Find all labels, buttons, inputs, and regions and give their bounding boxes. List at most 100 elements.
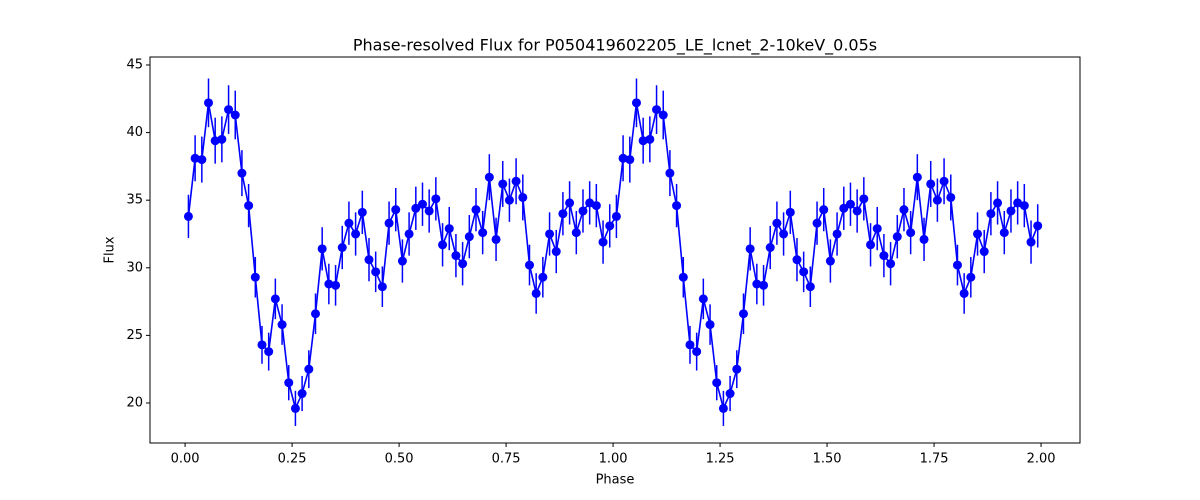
data-point: [678, 272, 688, 282]
data-point: [310, 309, 320, 319]
y-tick-label: 25: [126, 328, 143, 343]
data-point: [698, 294, 708, 304]
data-point: [304, 364, 314, 374]
data-point: [257, 340, 267, 350]
data-point: [183, 211, 193, 221]
data-point: [993, 198, 1003, 208]
data-point: [351, 229, 361, 239]
data-point: [371, 267, 381, 277]
data-point: [886, 259, 896, 269]
data-point: [966, 272, 976, 282]
data-point: [631, 98, 641, 108]
data-point: [377, 282, 387, 292]
data-point: [438, 240, 448, 250]
data-point: [357, 207, 367, 217]
data-point: [591, 201, 601, 211]
data-point: [317, 244, 327, 254]
data-point: [638, 136, 648, 146]
data-point: [504, 195, 514, 205]
data-point: [979, 247, 989, 257]
data-point: [417, 199, 427, 209]
data-point: [959, 288, 969, 298]
data-point: [331, 280, 341, 290]
data-point: [718, 403, 728, 413]
data-point: [973, 229, 983, 239]
x-tick-label: 0.00: [171, 452, 200, 467]
data-point: [464, 232, 474, 242]
data-point: [204, 98, 214, 108]
data-point: [244, 201, 254, 211]
y-tick-label: 40: [126, 125, 143, 140]
data-point: [999, 228, 1009, 238]
data-point: [498, 179, 508, 189]
data-point: [779, 229, 789, 239]
data-point: [892, 232, 902, 242]
data-point: [565, 198, 575, 208]
data-point: [839, 203, 849, 213]
data-point: [645, 134, 655, 144]
data-point: [538, 272, 548, 282]
data-point: [451, 251, 461, 261]
data-line: [187, 102, 1039, 411]
data-point: [685, 340, 695, 350]
data-point: [518, 192, 528, 202]
data-point: [859, 194, 869, 204]
data-point: [324, 279, 334, 289]
x-tick-label: 1.75: [920, 452, 949, 467]
data-point: [210, 136, 220, 146]
plot-frame: [149, 56, 1081, 444]
data-point: [825, 256, 835, 266]
data-point: [344, 218, 354, 228]
data-point: [712, 378, 722, 388]
data-point: [391, 205, 401, 215]
data-point: [478, 228, 488, 238]
data-point: [224, 105, 234, 115]
data-point: [270, 294, 280, 304]
data-point: [297, 389, 307, 399]
data-point: [571, 228, 581, 238]
data-point: [658, 110, 668, 120]
data-point: [652, 105, 662, 115]
data-point: [986, 209, 996, 219]
data-point: [424, 206, 434, 216]
data-point: [484, 172, 494, 182]
data-point: [364, 255, 374, 265]
data-point: [852, 206, 862, 216]
data-point: [290, 403, 300, 413]
data-point: [765, 242, 775, 252]
data-point: [578, 206, 588, 216]
data-point: [752, 279, 762, 289]
y-tick-label: 20: [126, 395, 143, 410]
data-point: [772, 218, 782, 228]
data-point: [605, 221, 615, 231]
data-point: [845, 199, 855, 209]
data-point: [759, 280, 769, 290]
data-point: [217, 134, 227, 144]
y-tick-label: 30: [126, 260, 143, 275]
data-point: [738, 309, 748, 319]
data-point: [926, 179, 936, 189]
data-point: [250, 272, 260, 282]
data-point: [792, 255, 802, 265]
data-point: [872, 224, 882, 234]
data-point: [1026, 237, 1036, 247]
data-point: [384, 218, 394, 228]
x-tick-label: 0.25: [278, 452, 307, 467]
data-point: [932, 195, 942, 205]
data-point: [237, 168, 247, 178]
data-point: [337, 242, 347, 252]
data-point: [397, 256, 407, 266]
data-point: [725, 389, 735, 399]
data-point: [230, 110, 240, 120]
x-tick-label: 2.00: [1027, 452, 1056, 467]
y-tick-label: 35: [126, 193, 143, 208]
data-point: [939, 176, 949, 186]
data-point: [799, 267, 809, 277]
y-tick-label: 45: [126, 57, 143, 72]
data-point: [866, 240, 876, 250]
data-point: [190, 153, 200, 163]
x-tick-label: 1.00: [599, 452, 628, 467]
data-point: [912, 172, 922, 182]
